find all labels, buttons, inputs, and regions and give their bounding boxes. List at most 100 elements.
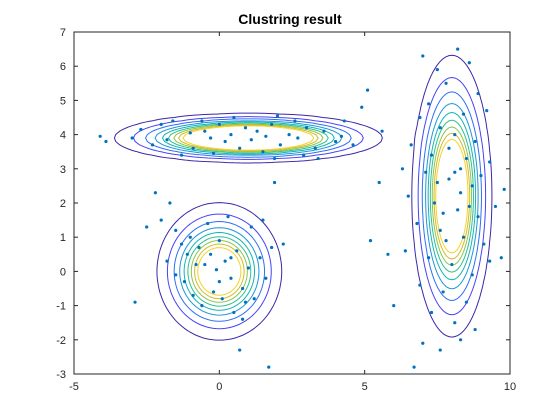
data-point — [476, 91, 480, 96]
data-point — [165, 259, 169, 263]
data-point — [435, 180, 439, 185]
data-point — [249, 225, 253, 229]
data-point — [203, 262, 207, 267]
data-point — [453, 133, 457, 137]
data-point — [450, 262, 454, 267]
contour-line — [113, 54, 493, 341]
data-point — [485, 109, 489, 113]
x-tick-label: 0 — [216, 381, 222, 393]
data-point — [470, 273, 474, 277]
data-point — [165, 138, 169, 142]
density-contours — [113, 54, 493, 341]
data-point — [386, 252, 390, 256]
data-point — [104, 139, 108, 144]
data-point — [499, 256, 503, 260]
data-point — [232, 115, 236, 120]
y-axis-ticks: -3 -2 -1 0 1 2 3 4 5 6 7 — [56, 27, 510, 381]
data-point — [200, 119, 204, 123]
data-point — [223, 139, 227, 144]
data-point — [229, 276, 233, 280]
data-point — [179, 153, 184, 157]
data-point — [415, 221, 419, 226]
data-point — [235, 249, 239, 253]
data-point — [171, 119, 175, 123]
data-point — [159, 218, 163, 222]
data-point — [441, 290, 445, 294]
y-tick-label: -3 — [56, 369, 66, 381]
data-point — [427, 102, 431, 106]
data-point — [287, 133, 291, 137]
data-point — [342, 119, 346, 123]
data-point — [211, 290, 216, 294]
data-point — [264, 134, 268, 138]
data-point — [238, 146, 242, 150]
data-point — [429, 310, 434, 315]
data-point — [238, 348, 242, 352]
data-point — [458, 167, 463, 171]
data-point — [304, 126, 309, 130]
data-point — [264, 276, 268, 280]
data-point — [209, 252, 213, 256]
data-point — [272, 156, 277, 161]
data-point — [281, 242, 285, 246]
data-point — [400, 167, 405, 171]
data-point — [267, 365, 271, 369]
data-point — [197, 245, 201, 250]
data-point — [453, 170, 457, 174]
data-points — [98, 47, 506, 369]
data-point — [351, 143, 355, 147]
data-point — [217, 122, 221, 126]
data-point — [482, 242, 486, 246]
data-point — [223, 259, 227, 263]
y-tick-label: 5 — [60, 95, 66, 107]
data-point — [456, 208, 460, 212]
data-point — [206, 221, 210, 226]
data-point — [185, 252, 189, 256]
y-tick-label: -2 — [56, 335, 66, 347]
data-point — [133, 300, 137, 304]
data-point — [229, 133, 233, 137]
data-point — [438, 126, 442, 130]
data-point — [261, 218, 265, 222]
data-point — [447, 146, 451, 150]
data-point — [270, 122, 274, 126]
data-point — [470, 184, 474, 188]
y-tick-label: 2 — [60, 198, 66, 210]
data-point — [438, 228, 442, 232]
data-point — [226, 215, 230, 219]
contour-line — [161, 112, 477, 311]
data-point — [211, 151, 216, 156]
y-tick-label: 7 — [60, 27, 66, 39]
data-point — [438, 348, 442, 352]
data-point — [220, 297, 224, 301]
contour-line — [168, 119, 474, 307]
data-point — [461, 235, 466, 239]
data-point — [240, 286, 245, 291]
data-point — [214, 268, 219, 272]
data-point — [368, 239, 373, 243]
data-point — [467, 204, 471, 209]
data-point — [322, 129, 326, 133]
data-point — [272, 180, 277, 185]
data-point — [243, 300, 248, 304]
data-point — [403, 249, 407, 253]
data-point — [479, 174, 483, 178]
data-point — [360, 105, 364, 109]
data-point — [188, 235, 192, 239]
data-point — [243, 126, 248, 130]
chart-title: Clustring result — [238, 11, 342, 27]
data-point — [458, 338, 463, 342]
data-point — [98, 134, 102, 138]
data-point — [313, 146, 317, 150]
data-point — [188, 131, 192, 135]
data-point — [444, 81, 448, 85]
data-point — [473, 327, 477, 332]
x-axis-ticks: -5 0 5 10 — [69, 32, 516, 393]
data-point — [365, 88, 370, 92]
data-point — [130, 136, 134, 140]
data-point — [432, 201, 437, 205]
y-tick-label: 3 — [60, 164, 66, 176]
data-point — [194, 262, 198, 267]
data-point — [209, 136, 213, 140]
